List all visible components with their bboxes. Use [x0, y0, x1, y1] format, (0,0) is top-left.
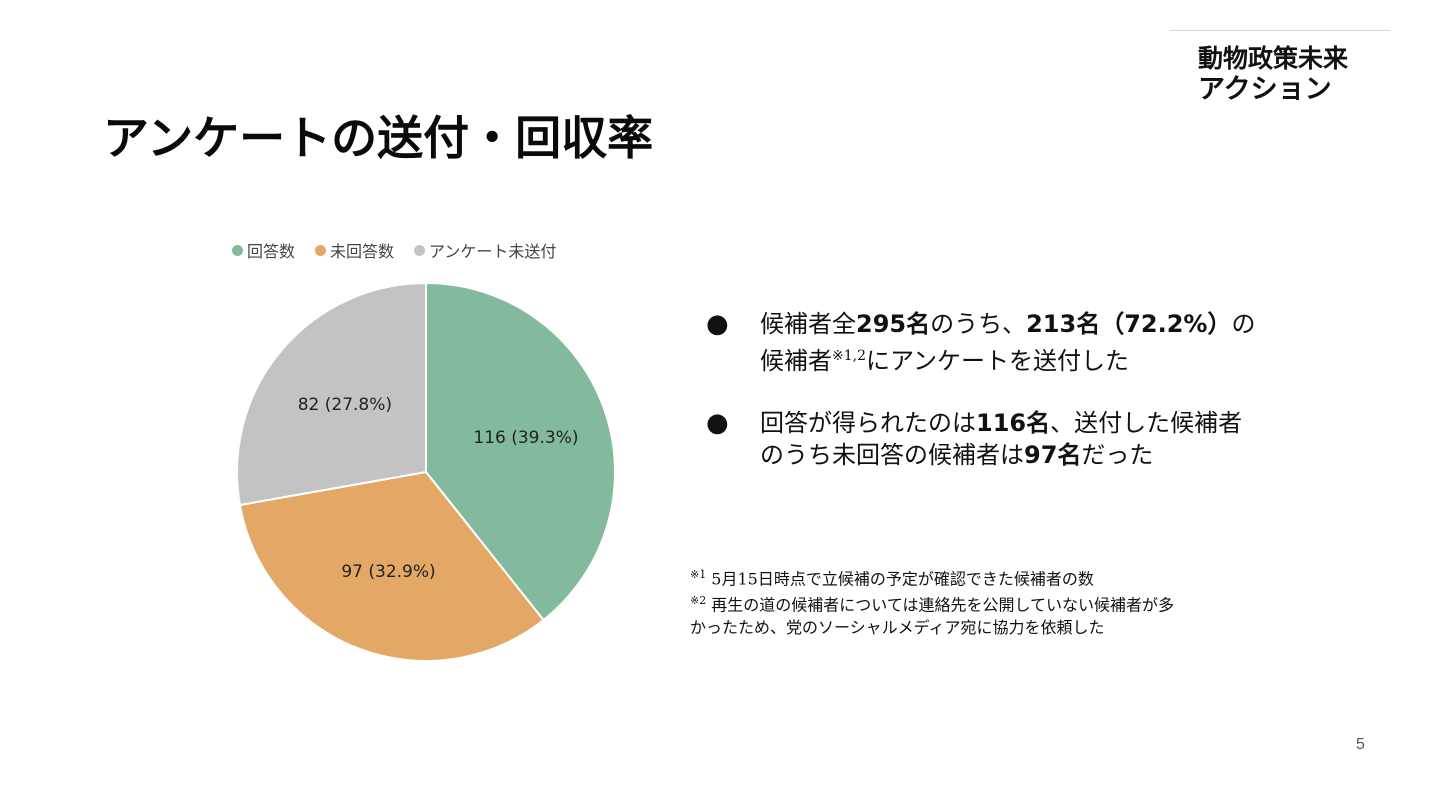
footnote-1-mark: ※1 [690, 568, 707, 581]
bullet-1-text-d: 候補者 [760, 347, 832, 375]
bullet-2-unanswered: 97名 [1024, 441, 1082, 469]
bullet-2-text-b: 、送付した候補者 [1050, 409, 1243, 437]
slice-unanswered [238, 470, 545, 662]
chart-legend: 回答数 未回答数 アンケート未送付 [232, 238, 556, 262]
bullet-1-sent: 213名（72.2%） [1026, 310, 1232, 338]
legend-swatch-unanswered [315, 244, 327, 256]
slice-answered [425, 281, 616, 622]
logo: 動物政策未来 アクション [1170, 30, 1390, 107]
page-title: アンケートの送付・回収率 [103, 111, 654, 165]
bullet-1-text-c: の [1231, 310, 1256, 338]
slice-label: 116 (39.3%) [473, 428, 578, 448]
summary-bullets: ● 候補者全295名のうち、213名（72.2%）の 候補者※1,2にアンケート… [706, 308, 1306, 501]
bullet-2-answered: 116名 [976, 409, 1051, 437]
legend-item-unanswered: 未回答数 [315, 238, 394, 262]
bullet-item: ● 回答が得られたのは116名、送付した候補者 のうち未回答の候補者は97名だっ… [706, 407, 1306, 471]
pie-chart: 116 (39.3%) 97 (32.9%) 82 (27.8%) [236, 281, 616, 662]
legend-label-not-sent: アンケート未送付 [429, 242, 557, 261]
footnote-2-text: 再生の道の候補者については連絡先を公開していない候補者が多 [706, 595, 1175, 615]
bullet-1-footnote-ref: ※1,2 [832, 348, 866, 364]
slice-not-sent [236, 281, 427, 507]
bullet-item: ● 候補者全295名のうち、213名（72.2%）の 候補者※1,2にアンケート… [706, 308, 1306, 377]
slice-label: 97 (32.9%) [341, 562, 435, 582]
bullet-1-text-b: のうち、 [930, 310, 1027, 338]
bullet-2-text-c: のうち未回答の候補者は [760, 441, 1024, 469]
bullet-1-total: 295名 [856, 310, 931, 338]
footnote-1: ※1 5月15日時点で立候補の予定が確認できた候補者の数 [690, 564, 1290, 590]
legend-label-answered: 回答数 [247, 242, 296, 261]
bullet-2-text-a: 回答が得られたのは [760, 409, 976, 437]
legend-item-answered: 回答数 [232, 238, 295, 262]
legend-item-not-sent: アンケート未送付 [414, 238, 556, 262]
bullet-text: 候補者全295名のうち、213名（72.2%）の 候補者※1,2にアンケートを送… [760, 308, 1255, 377]
footnote-2-cont: かったため、党のソーシャルメディア宛に協力を依頼した [690, 617, 1105, 637]
legend-swatch-answered [232, 244, 243, 256]
footnotes: ※1 5月15日時点で立候補の予定が確認できた候補者の数 ※2 再生の道の候補者… [690, 564, 1290, 639]
bullet-dot-icon: ● [706, 408, 729, 438]
footnote-1-text: 5月15日時点で立候補の予定が確認できた候補者の数 [706, 569, 1094, 589]
bullet-1-text-e: にアンケートを送付した [866, 347, 1130, 375]
logo-line-1: 動物政策未来 [1198, 44, 1349, 73]
page-number: 5 [1356, 736, 1365, 753]
footnote-2: ※2 再生の道の候補者については連絡先を公開していない候補者が多 [690, 590, 1290, 616]
footnote-2-mark: ※2 [690, 594, 707, 608]
slice-label: 82 (27.8%) [298, 395, 392, 415]
legend-label-unanswered: 未回答数 [330, 242, 395, 261]
bullet-1-text-a: 候補者全 [760, 310, 856, 338]
bullet-text: 回答が得られたのは116名、送付した候補者 のうち未回答の候補者は97名だった [760, 407, 1242, 471]
legend-swatch-not-sent [414, 244, 426, 256]
logo-line-2: アクション [1198, 74, 1332, 105]
bullet-dot-icon: ● [706, 309, 729, 339]
bullet-2-text-d: だった [1081, 441, 1154, 469]
